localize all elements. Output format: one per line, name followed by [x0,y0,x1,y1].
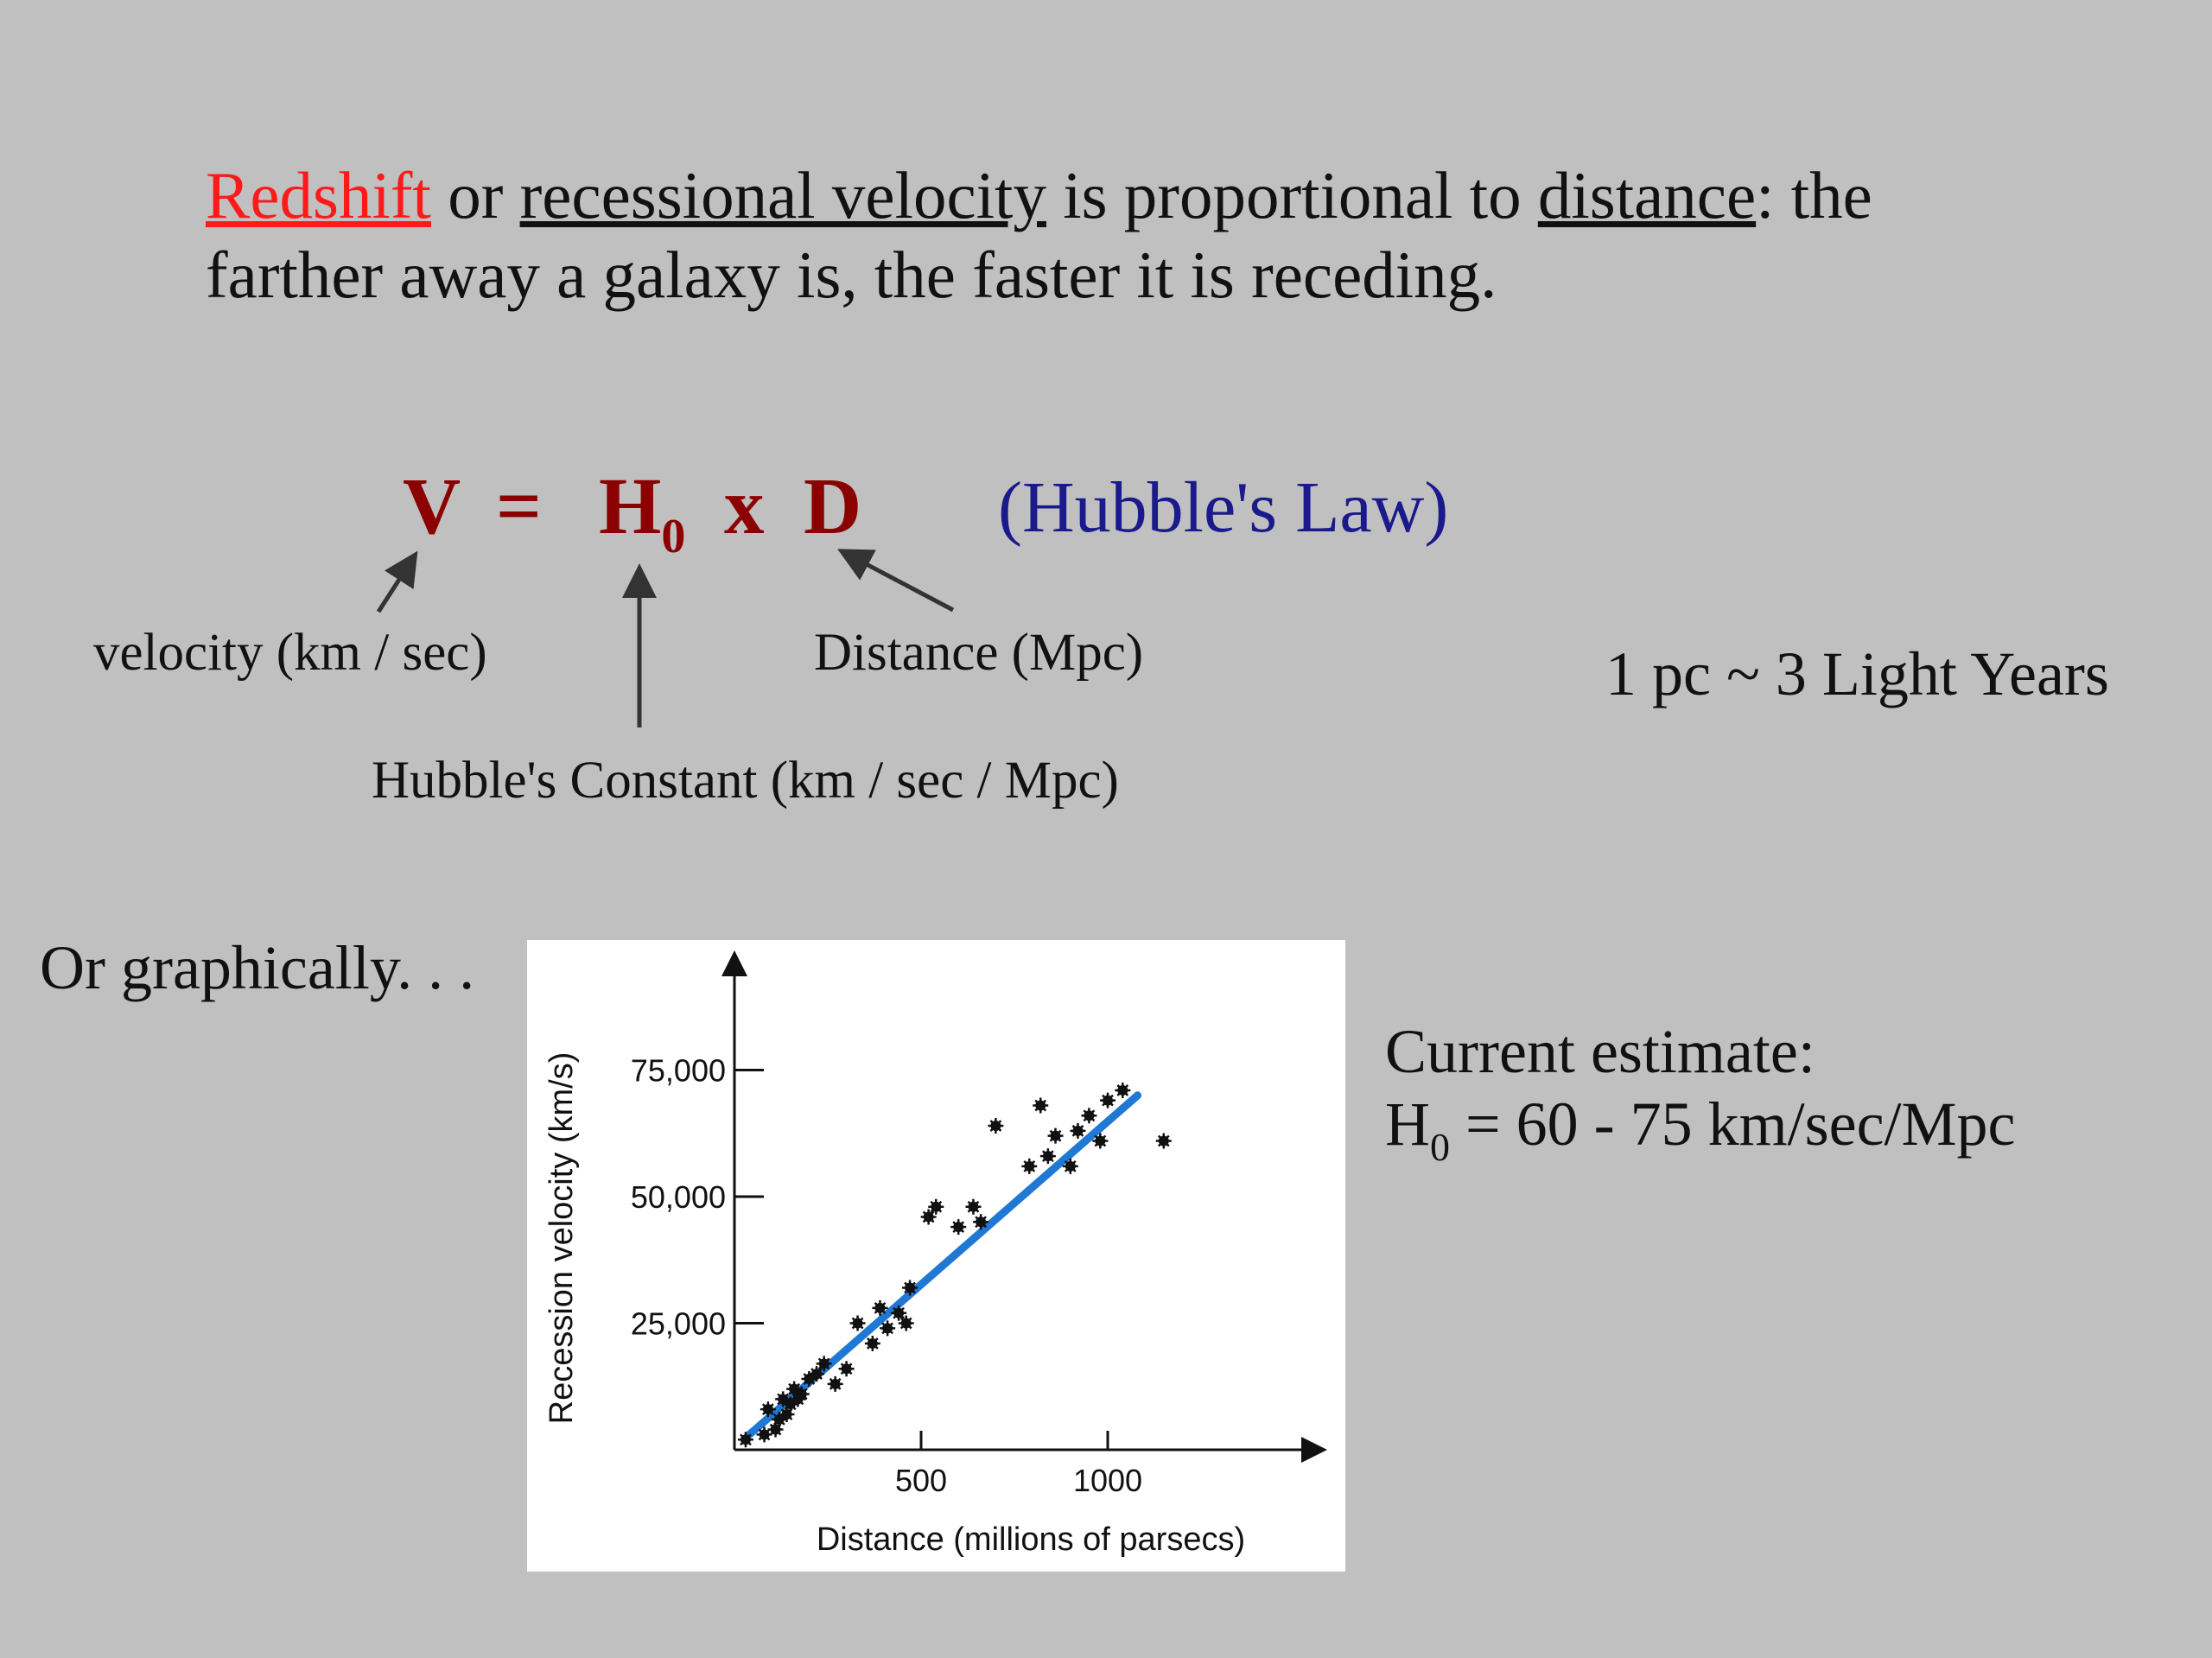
data-point [786,1381,803,1397]
distance-term: distance [1537,158,1757,232]
chart-axes: 500 1000 25,000 50,000 75,000 [631,950,1327,1498]
hubble-chart: 500 1000 25,000 50,000 75,000 Distance (mill… [527,940,1345,1572]
data-point [771,1411,787,1427]
data-point [1033,1097,1049,1114]
velocity-label: velocity (km / sec) [93,624,487,682]
recessional-velocity-term: recessional velocity [519,158,1046,232]
chart-points [737,1082,1172,1448]
equation-times: x [724,462,765,551]
current-estimate: Current estimate: H0 = 60 - 75 km/sec/Mp… [1385,1015,2016,1184]
data-point [1021,1158,1038,1174]
data-point [816,1356,832,1372]
data-point [898,1315,914,1331]
data-point [902,1280,918,1296]
estimate-title: Current estimate: [1385,1017,1815,1086]
velocity-arrow [376,550,418,613]
data-point [1039,1148,1056,1165]
equation-distance: D [804,462,862,551]
y-tick-label: 75,000 [631,1053,726,1089]
data-point [864,1335,880,1351]
data-point [801,1370,817,1387]
data-point [988,1117,1004,1134]
equation-velocity: V [403,462,461,551]
graphically-label: Or graphically. . . [40,933,475,1002]
data-point [737,1432,753,1448]
data-point [1092,1133,1109,1149]
data-point [782,1396,798,1413]
hubble-chart-svg: 500 1000 25,000 50,000 75,000 Distance (mill… [543,950,1327,1558]
data-point [809,1366,825,1382]
data-point [779,1406,795,1422]
data-point [920,1209,937,1225]
data-point [928,1198,944,1215]
data-point [793,1386,810,1402]
data-point [760,1401,776,1418]
hubbles-law-caption: (Hubble's Law) [998,467,1449,548]
data-point [775,1391,791,1407]
data-point [872,1299,888,1316]
data-point [973,1214,989,1230]
data-point [849,1315,866,1331]
estimate-value: H0 = 60 - 75 km/sec/Mpc [1385,1089,2016,1169]
intro-line-1: Redshift or recessional velocity is prop… [206,158,1872,232]
distance-arrow [837,549,955,613]
data-point [1047,1128,1064,1144]
x-tick-label: 500 [895,1463,947,1498]
data-point [838,1361,855,1377]
data-point [880,1320,896,1337]
data-point [827,1375,843,1392]
redshift-link[interactable]: Redshift [206,158,431,232]
hubble-constant-label: Hubble's Constant (km / sec / Mpc) [372,752,1119,810]
data-point [950,1219,967,1236]
y-tick-label: 50,000 [631,1179,726,1215]
data-point [1115,1082,1131,1098]
data-point [1062,1158,1078,1174]
parsec-note: 1 pc ~ 3 Light Years [1605,639,2109,708]
data-point [1155,1133,1172,1149]
x-tick-label: 1000 [1073,1463,1142,1498]
x-axis-label: Distance (millions of parsecs) [817,1521,1245,1558]
y-axis-label: Recession velocity (km/s) [543,1052,580,1425]
data-point [756,1426,772,1443]
data-point [1081,1108,1097,1124]
intro-line-2: farther away a galaxy is, the faster it … [206,238,1497,312]
intro-statement: Redshift or recessional velocity is prop… [206,156,1872,314]
data-point [767,1421,784,1438]
data-point [891,1305,907,1321]
distance-label: Distance (Mpc) [814,624,1144,682]
equation-equals: = [496,462,542,551]
y-tick-label: 25,000 [631,1306,726,1342]
data-point [965,1198,982,1215]
data-point [1070,1122,1086,1139]
data-point [1100,1092,1116,1109]
equation-hubble-constant: H0 [599,462,686,563]
